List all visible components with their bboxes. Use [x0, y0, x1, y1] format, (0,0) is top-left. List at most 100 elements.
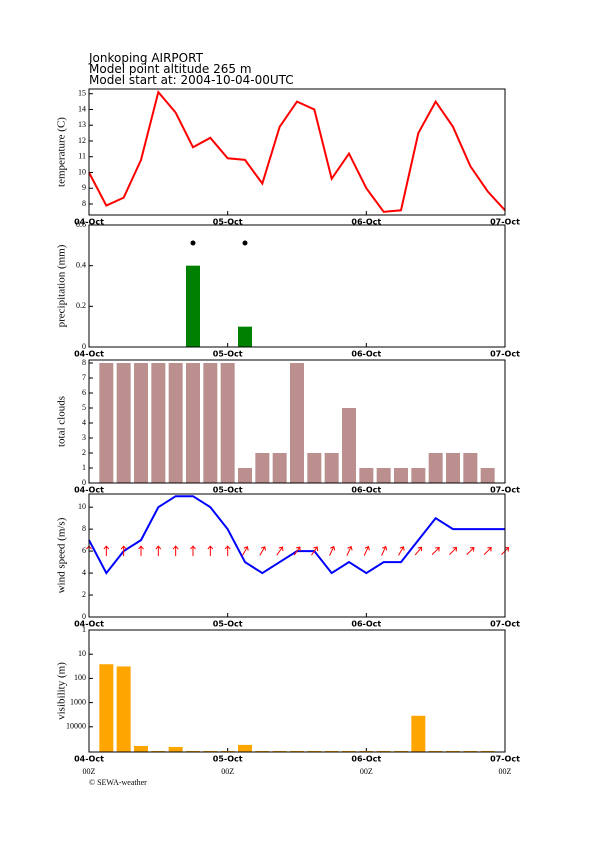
- wind-arrow: [259, 546, 266, 556]
- y-tick-label: 4: [82, 568, 86, 577]
- y-tick-label: 8: [82, 524, 86, 533]
- x-tick-label: 06-Oct: [351, 620, 381, 629]
- x-sublabel: 00Z: [83, 767, 96, 776]
- x-tick-label: 05-Oct: [213, 218, 243, 227]
- bar: [307, 750, 322, 752]
- x-tick-label: 05-Oct: [213, 350, 243, 359]
- bar: [186, 363, 200, 483]
- wind-arrow: [398, 546, 405, 556]
- bar: [134, 363, 148, 483]
- wind-arrow: [155, 545, 162, 557]
- y-tick-label: 0.6: [76, 220, 86, 229]
- bar: [411, 715, 426, 752]
- bar: [480, 468, 495, 483]
- y-tick-label: 3: [82, 433, 86, 442]
- bar: [446, 453, 460, 483]
- bar: [151, 363, 166, 483]
- y-tick-label: 1: [82, 625, 86, 634]
- x-tick-label: 07-Oct: [490, 350, 520, 359]
- wind-arrow: [311, 546, 319, 556]
- y-tick-label: 4: [82, 418, 86, 427]
- x-sublabel: 00Z: [499, 767, 512, 776]
- bar: [255, 750, 270, 752]
- y-tick-label: 0.2: [76, 301, 86, 310]
- header-line: Model point altitude 265 m: [89, 62, 252, 76]
- wind-arrow: [346, 545, 353, 556]
- bar: [116, 363, 131, 483]
- y-tick-label: 0.4: [76, 260, 86, 269]
- bar: [168, 363, 183, 483]
- y-axis-label: precipitation (mm): [56, 244, 68, 327]
- y-tick-label: 0: [82, 478, 86, 487]
- y-tick-label: 6: [82, 388, 86, 397]
- wind-arrow: [449, 547, 458, 555]
- bar: [480, 750, 495, 752]
- plot-frame: [88, 359, 506, 484]
- plot-frame: [88, 493, 506, 618]
- wind-arrow: [190, 545, 196, 557]
- bar: [376, 468, 391, 483]
- y-axis-label: temperature (C): [56, 117, 68, 187]
- precip-symbol: [190, 240, 196, 246]
- y-tick-label: 1000: [70, 697, 86, 706]
- y-tick-label: 14: [78, 104, 86, 113]
- x-tick-label: 06-Oct: [351, 218, 381, 227]
- bar: [238, 468, 252, 483]
- plot-frame: [88, 224, 506, 348]
- wind-arrow: [483, 547, 492, 555]
- bar: [220, 363, 235, 483]
- header-line: Jonkoping AIRPORT: [88, 51, 204, 65]
- y-tick-label: 13: [78, 120, 86, 129]
- x-tick-label: 07-Oct: [490, 218, 520, 227]
- y-tick-label: 9: [82, 183, 86, 192]
- y-axis-label: total clouds: [56, 396, 68, 447]
- x-tick-label: 04-Oct: [74, 350, 104, 359]
- bar: [428, 453, 443, 483]
- x-tick-label: 04-Oct: [74, 218, 104, 227]
- bar: [428, 750, 443, 752]
- bar: [151, 750, 166, 752]
- y-tick-label: 11: [78, 152, 86, 161]
- bar: [359, 468, 374, 483]
- y-tick-label: 10: [78, 502, 86, 511]
- bar: [134, 745, 148, 752]
- wind-arrow: [381, 545, 388, 556]
- bar: [272, 750, 287, 752]
- x-tick-label: 07-Oct: [490, 620, 520, 629]
- bar: [394, 468, 408, 483]
- x-tick-label: 05-Oct: [213, 620, 243, 629]
- y-tick-label: 10: [78, 649, 86, 658]
- x-tick-label: 06-Oct: [351, 486, 381, 495]
- bar: [168, 746, 183, 752]
- y-tick-label: 10: [78, 167, 86, 176]
- wind-arrow: [293, 546, 301, 556]
- y-tick-label: 8: [82, 199, 86, 208]
- bar: [238, 326, 252, 347]
- bar: [446, 750, 460, 752]
- y-tick-label: 2: [82, 590, 86, 599]
- y-tick-label: 12: [78, 136, 86, 145]
- wind-arrow: [329, 545, 336, 556]
- x-tick-label: 07-Oct: [490, 755, 520, 764]
- x-sublabel: 00Z: [221, 767, 234, 776]
- bar: [272, 453, 287, 483]
- wind-arrow: [431, 547, 440, 555]
- bar: [99, 363, 114, 483]
- x-tick-label: 06-Oct: [351, 350, 381, 359]
- y-tick-label: 7: [82, 373, 86, 382]
- y-tick-label: 15: [78, 89, 86, 98]
- x-tick-label: 06-Oct: [351, 755, 381, 764]
- bar: [203, 750, 218, 752]
- plot-frame: [88, 88, 506, 216]
- bar: [255, 453, 270, 483]
- x-tick-label: 05-Oct: [213, 486, 243, 495]
- x-sublabel: 00Z: [360, 767, 373, 776]
- bar: [116, 666, 131, 752]
- y-tick-label: 6: [82, 546, 86, 555]
- bar: [324, 750, 339, 752]
- bar: [463, 453, 478, 483]
- wind-arrow: [138, 545, 144, 557]
- bar: [99, 664, 114, 752]
- y-tick-label: 8: [82, 358, 86, 367]
- wind-arrow: [242, 546, 249, 556]
